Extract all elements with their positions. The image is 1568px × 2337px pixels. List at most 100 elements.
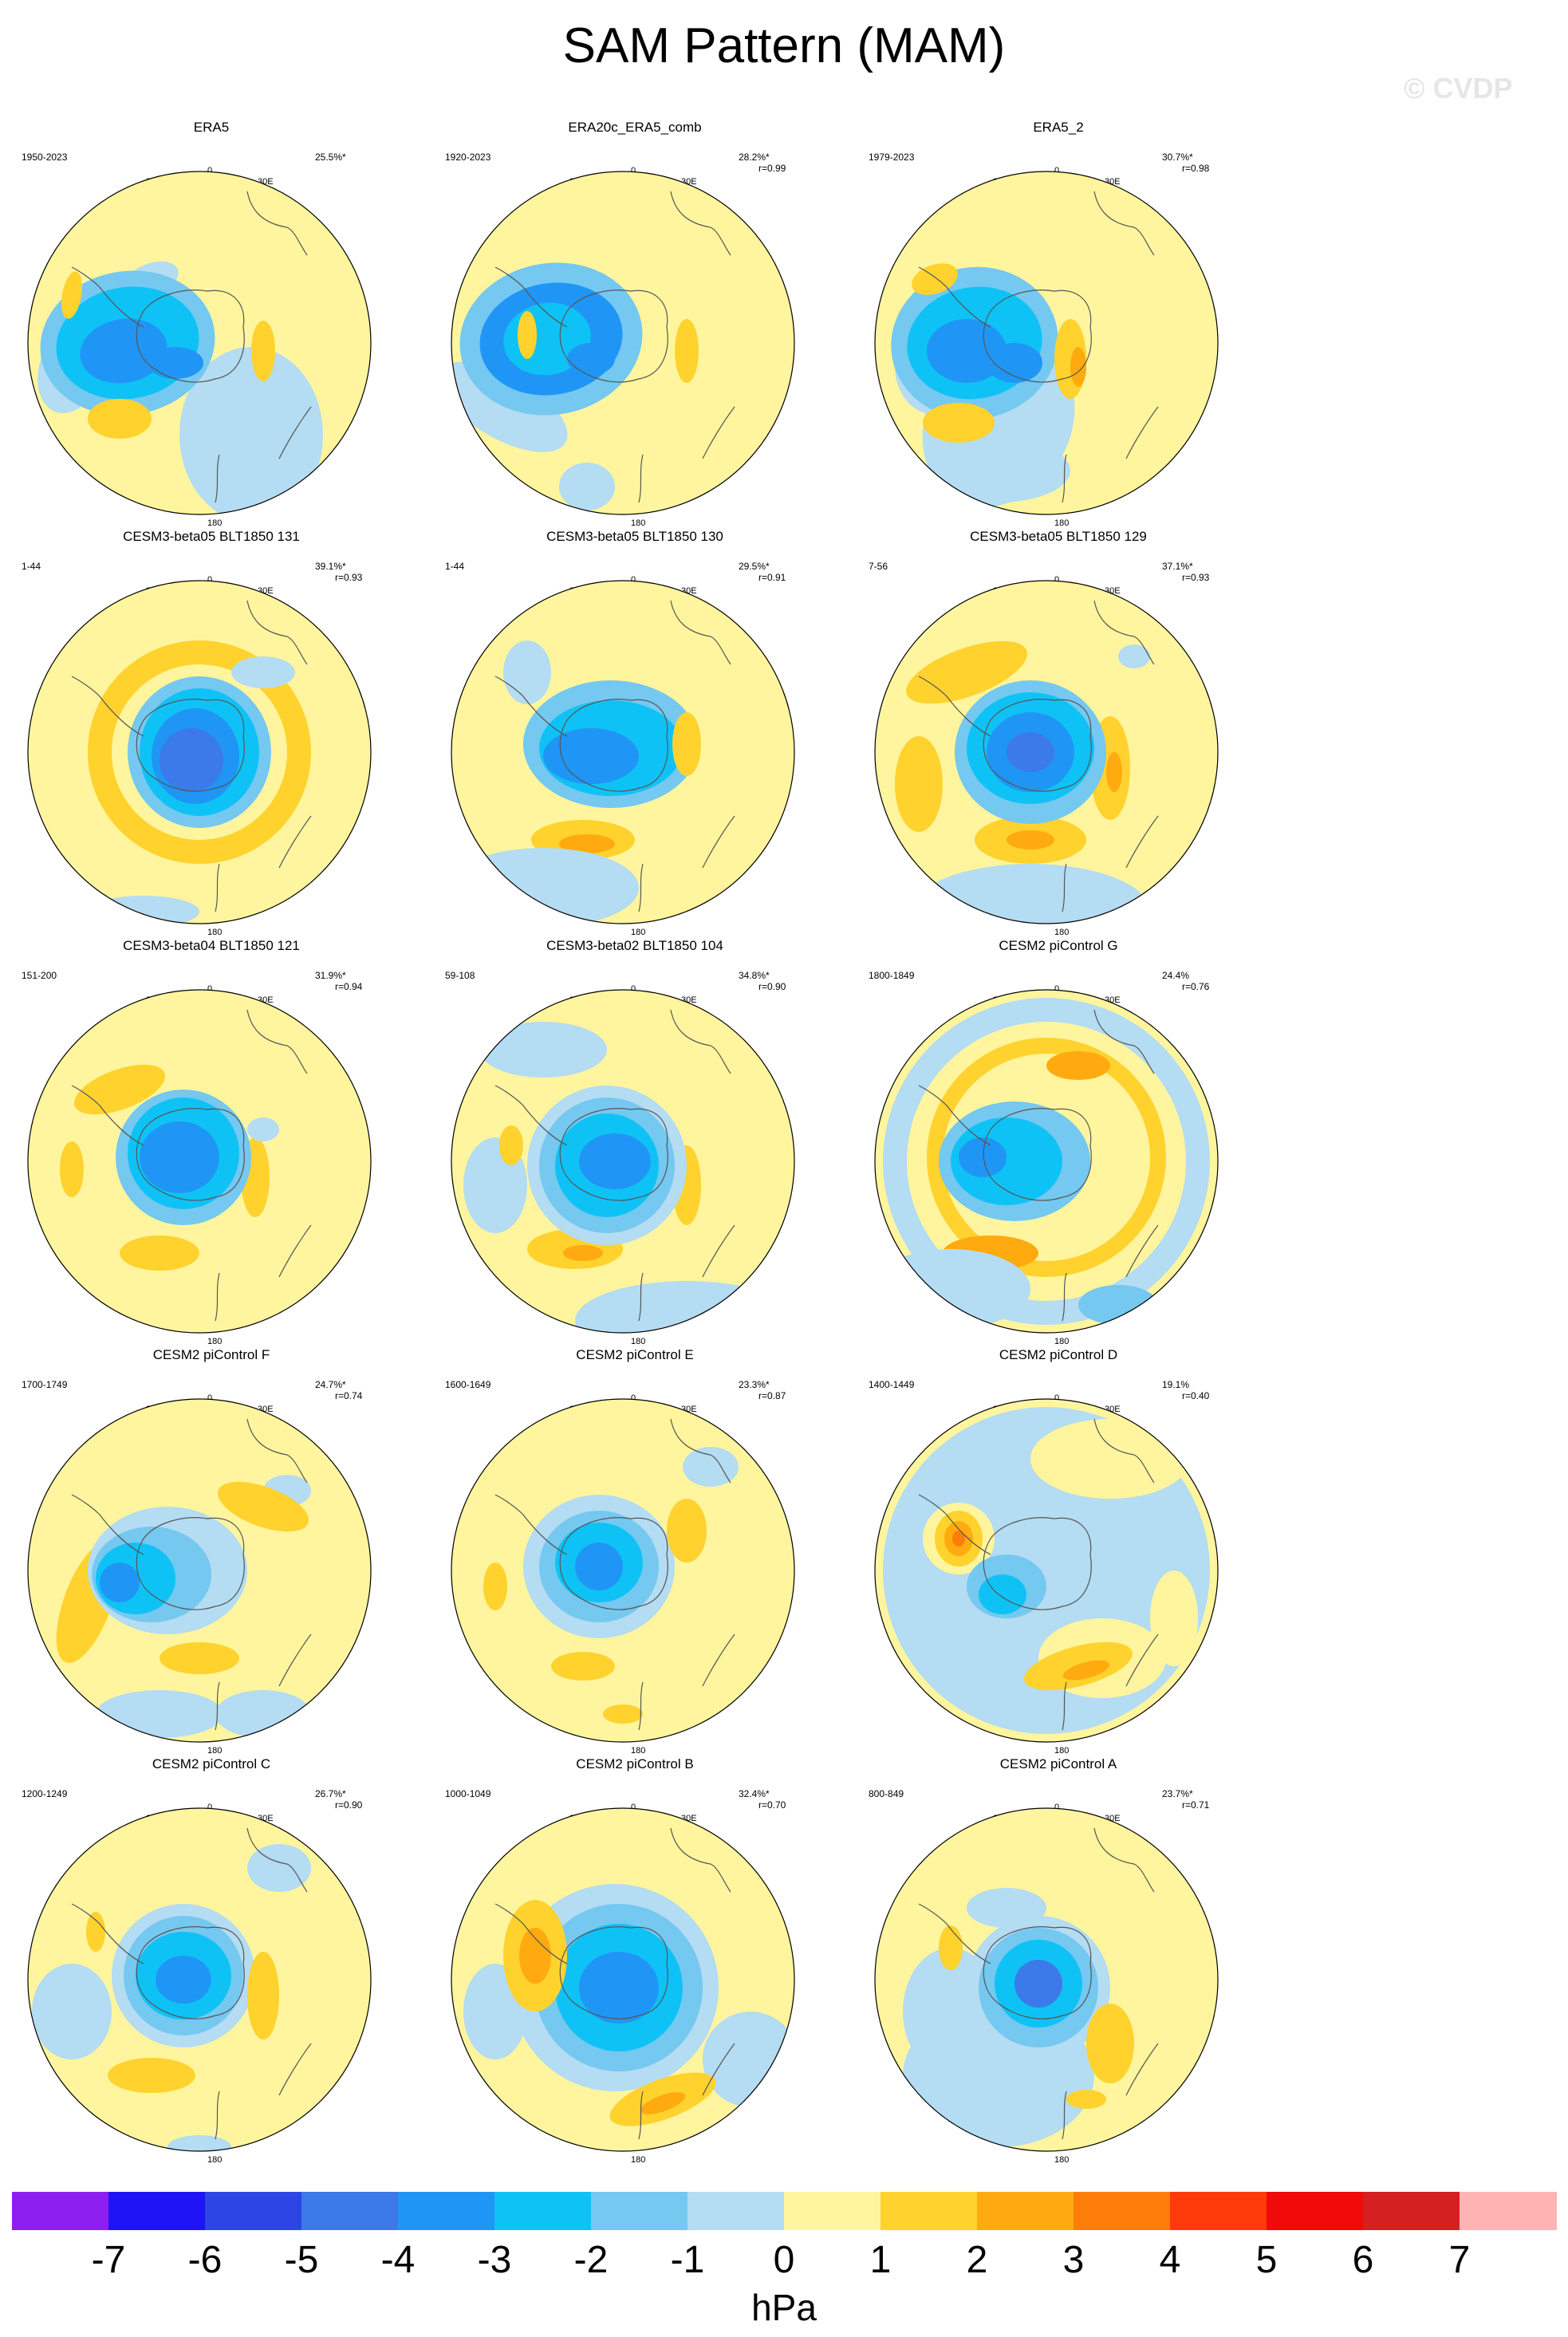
coastline — [918, 1827, 1159, 2140]
panel-years: 1400-1449 — [869, 1379, 915, 1390]
panel-variance-pct: 37.1%* — [1162, 561, 1193, 572]
panel-variance-pct: 34.8%* — [739, 970, 770, 981]
pressure-anomaly-contour — [231, 656, 295, 688]
coastline — [71, 191, 312, 503]
polar-map — [874, 1398, 1219, 1743]
pressure-anomaly-contour — [551, 1652, 615, 1681]
coastline — [494, 1827, 735, 2140]
map-panel: CESM2 piControl A800-84923.7%*r=0.71030W… — [859, 1756, 1258, 2165]
pressure-anomaly-contour — [1007, 732, 1054, 772]
polar-map — [874, 1807, 1219, 2152]
pressure-anomaly-contour — [1086, 2004, 1134, 2083]
longitude-label: 0 — [631, 166, 636, 175]
colorbar-swatch — [205, 2192, 302, 2230]
map-border — [27, 989, 372, 1334]
polar-map — [451, 171, 795, 515]
panel-variance-pct: 19.1% — [1162, 1379, 1190, 1390]
map-panel: CESM3-beta04 BLT1850 121 151-200 31.9%* r=0… — [12, 938, 411, 1346]
panel-variance-pct: 23.3%* — [739, 1379, 770, 1390]
panel-title: CESM2 piControl B — [576, 1756, 694, 1771]
colorbar-tick-label: 4 — [1159, 2239, 1181, 2281]
colorbar-swatch — [301, 2192, 399, 2230]
panel-pattern-corr: r=0.98 — [1182, 163, 1210, 174]
colorbar-swatch — [1170, 2192, 1267, 2230]
panel-title: CESM3-beta05 BLT1850 129 — [970, 529, 1147, 544]
pressure-anomaly-contour — [1106, 752, 1122, 792]
colorbar-tick-label: 1 — [869, 2239, 892, 2281]
pressure-anomaly-contour — [503, 640, 551, 704]
colorbar-tick-label: -1 — [670, 2239, 705, 2281]
pressure-anomaly-contour — [247, 1952, 279, 2039]
panel-years: 1700-1749 — [22, 1379, 68, 1390]
panel-variance-pct: 32.4%* — [739, 1788, 770, 1799]
longitude-label: 0 — [207, 166, 213, 175]
panel-variance-pct: 28.2%* — [739, 152, 770, 163]
panel-years: 1920-2023 — [445, 152, 491, 163]
longitude-label: 0 — [1054, 1803, 1060, 1812]
map-panel: CESM2 piControl F 1700-1749 24.7%* r=0.74 0 3… — [12, 1347, 411, 1756]
pressure-anomaly-contour — [667, 1499, 707, 1563]
map-border — [27, 580, 372, 924]
pressure-anomaly-contour — [579, 1952, 659, 2024]
pressure-anomaly-contour — [1150, 1570, 1198, 1666]
pressure-anomaly-contour — [1070, 347, 1086, 387]
pressure-anomaly-contour — [927, 439, 1070, 502]
panel-years: 1-44 — [22, 561, 41, 572]
pressure-anomaly-contour — [215, 1690, 311, 1738]
panel-pattern-corr: r=0.70 — [758, 1799, 786, 1811]
panel-years: 1800-1849 — [869, 970, 915, 981]
pressure-anomaly-contour — [1007, 830, 1054, 849]
longitude-label: 0 — [1054, 166, 1060, 175]
pressure-anomaly-contour — [479, 1022, 607, 1078]
map-border — [27, 1807, 372, 2152]
colorbar-swatch — [494, 2192, 592, 2230]
panel-variance-pct: 29.5%* — [739, 561, 770, 572]
colorbar-tick-label: 0 — [773, 2239, 795, 2281]
colorbar-swatch — [591, 2192, 688, 2230]
panel-title: CESM2 piControl F — [152, 1347, 270, 1362]
panel-title: ERA5 — [193, 120, 230, 135]
polar-map — [27, 1398, 372, 1743]
panel-years: 1-44 — [445, 561, 465, 572]
longitude-label: 0 — [1054, 575, 1060, 585]
longitude-label: 180 — [1054, 2155, 1070, 2165]
pressure-anomaly-contour — [979, 1574, 1026, 1614]
panel-title: CESM2 piControl E — [576, 1347, 694, 1362]
panel-variance-pct: 24.7%* — [315, 1379, 346, 1390]
pressure-anomaly-contour — [120, 1235, 199, 1271]
map-border — [874, 171, 1219, 515]
pressure-anomaly-contour — [567, 343, 615, 375]
pressure-anomaly-contour — [167, 2135, 231, 2151]
polar-map — [874, 171, 1219, 515]
map-panel: ERA51950-202325.5%*030W30E60W60E90W90E12… — [12, 120, 411, 528]
panel-years: 1979-2023 — [869, 152, 915, 163]
panel-title: CESM3-beta04 BLT1850 121 — [123, 938, 300, 953]
polar-map — [27, 580, 372, 924]
map-border — [451, 1398, 795, 1743]
coastline — [918, 1418, 1159, 1731]
coastline — [494, 1009, 735, 1322]
pressure-anomaly-contour — [895, 736, 943, 832]
pressure-anomaly-contour — [911, 864, 1150, 924]
colorbar-tick-label: -6 — [187, 2239, 223, 2281]
pressure-anomaly-contour — [1066, 2090, 1106, 2109]
pressure-anomaly-contour — [251, 321, 275, 381]
longitude-label: 180 — [631, 518, 646, 528]
pressure-anomaly-contour — [559, 834, 615, 853]
pressure-anomaly-contour — [640, 2092, 686, 2114]
colorbar-swatch — [398, 2192, 495, 2230]
pressure-anomaly-contour — [32, 1964, 112, 2059]
pressure-anomaly-contour — [559, 463, 615, 510]
colorbar-swatch — [1363, 2192, 1460, 2230]
pressure-anomaly-contour — [60, 1141, 84, 1197]
panel-variance-pct: 39.1%* — [315, 561, 346, 572]
pressure-anomaly-contour — [48, 625, 96, 688]
longitude-label: 0 — [207, 575, 213, 585]
panel-variance-pct: 30.7%* — [1162, 152, 1193, 163]
colorbar-swatch — [1267, 2192, 1364, 2230]
pressure-anomaly-contour — [603, 1704, 643, 1724]
panel-pattern-corr: r=0.99 — [758, 163, 786, 174]
pressure-anomaly-contour — [675, 319, 699, 383]
colorbar-tick-label: -3 — [477, 2239, 512, 2281]
map-panel: CESM3-beta05 BLT1850 131 1-44 39.1%* r=0.93… — [12, 529, 411, 937]
